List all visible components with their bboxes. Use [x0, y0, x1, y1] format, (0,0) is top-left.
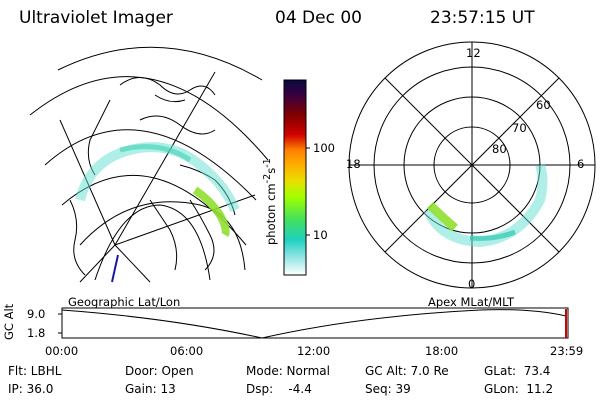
colorbar-tick-100: 100 [313, 141, 335, 155]
sat-track [111, 254, 119, 283]
info-ip: IP: 36.0 [8, 382, 54, 396]
geo-map [29, 46, 269, 283]
instrument-title: Ultraviolet Imager [19, 8, 173, 28]
colorbar [283, 79, 310, 276]
mlt-label-0: 0 [468, 277, 476, 291]
polar-plot [348, 41, 596, 289]
gc-xtick-0600: 06:00 [170, 344, 204, 358]
info-glat: GLat: 73.4 [484, 364, 551, 378]
info-gain: Gain: 13 [125, 382, 176, 396]
info-dsp: Dsp: -4.4 [246, 382, 312, 396]
polar-aurora [423, 163, 548, 248]
info-gcalt: GC Alt: 7.0 Re [365, 364, 449, 378]
gc-xtick-0000: 00:00 [45, 344, 79, 358]
gc-xtick-1200: 12:00 [297, 344, 331, 358]
info-door: Door: Open [125, 364, 194, 378]
gc-xtick-2359: 23:59 [550, 344, 584, 358]
gc-alt-plot [58, 307, 569, 339]
lat-label-70: 70 [512, 121, 527, 135]
mlt-label-18: 18 [346, 157, 361, 171]
info-flt: Flt: LBHL [8, 364, 62, 378]
lat-label-80: 80 [492, 142, 507, 156]
gc-xtick-1800: 18:00 [425, 344, 459, 358]
geo-aurora [75, 142, 240, 238]
lat-label-60: 60 [536, 98, 551, 112]
polar-panel-label: Apex MLat/MLT [428, 295, 515, 309]
colorbar-tick-10: 10 [313, 228, 328, 242]
date-label: 04 Dec 00 [275, 8, 362, 28]
gc-ytick-9: 9.0 [27, 307, 46, 321]
time-label: 23:57:15 UT [430, 8, 535, 28]
geo-panel-label: Geographic Lat/Lon [68, 295, 181, 309]
gc-ytick-1.8: 1.8 [27, 326, 46, 340]
gc-alt-axis-label: GC Alt [2, 303, 16, 340]
info-seq: Seq: 39 [365, 382, 411, 396]
mlt-label-12: 12 [466, 46, 481, 60]
colorbar-label: photon cm-2s-1 [262, 158, 278, 245]
mlt-label-6: 6 [577, 157, 585, 171]
info-mode: Mode: Normal [246, 364, 330, 378]
info-glon: GLon: 11.2 [484, 382, 554, 396]
